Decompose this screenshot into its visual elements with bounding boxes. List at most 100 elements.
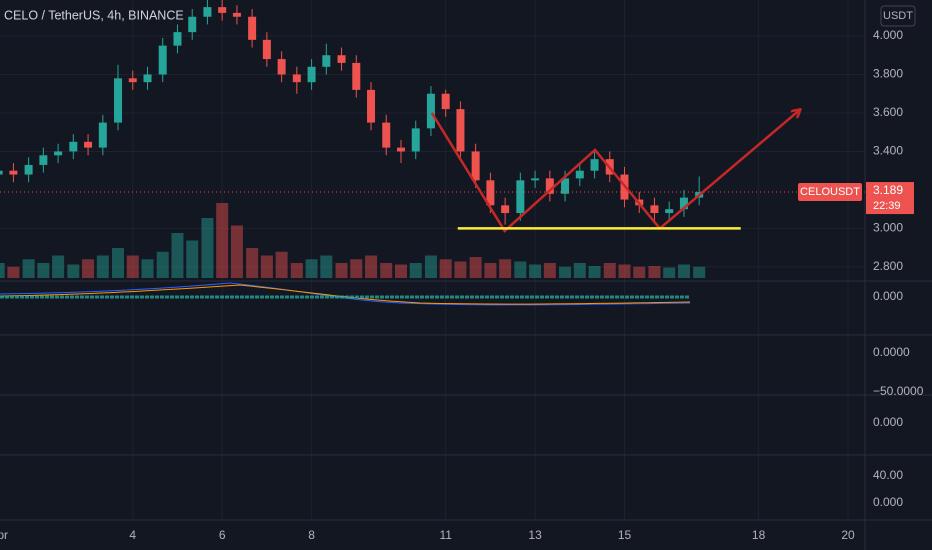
currency-badge[interactable] xyxy=(880,5,916,27)
chart-header: CELO / TetherUS, 4h, BINANCE xyxy=(4,8,184,22)
candle-body xyxy=(486,180,495,206)
candle-body xyxy=(411,128,420,152)
trend-drawing xyxy=(430,110,800,233)
candle-body xyxy=(24,164,33,175)
candle-body xyxy=(307,66,316,83)
volume-bar xyxy=(67,264,80,278)
volume-bar xyxy=(663,267,676,278)
macd-line xyxy=(0,282,691,306)
x-tick-label: 11 xyxy=(439,528,452,542)
volume-bar xyxy=(320,255,333,278)
currency-label: USDT xyxy=(883,10,913,22)
signal-line xyxy=(0,284,691,305)
candle-body xyxy=(98,122,107,148)
volume-bar xyxy=(305,259,318,278)
candle-body xyxy=(426,93,435,129)
last-price-label: 3.189 xyxy=(873,183,903,197)
candle-body xyxy=(561,178,570,194)
price-badge xyxy=(866,182,914,215)
volume-bar xyxy=(201,218,214,278)
volume-bar xyxy=(230,225,243,278)
candle-body xyxy=(679,197,688,210)
volume-bar xyxy=(216,203,229,278)
volume-bar xyxy=(365,255,378,278)
grid xyxy=(0,0,865,520)
x-tick-label: 8 xyxy=(308,528,315,542)
volume-bar xyxy=(543,263,556,278)
candle-body xyxy=(128,78,137,83)
x-tick-label: 15 xyxy=(618,528,632,542)
volume-bar xyxy=(380,263,393,278)
indicator-axis-label: 0.000 xyxy=(873,289,903,303)
candle-body xyxy=(501,205,510,214)
volume-bar xyxy=(394,264,407,278)
price-axis: 4.000 3.800 3.600 3.400 3.000 2.800 xyxy=(873,28,903,273)
volume-bar xyxy=(618,264,631,278)
volume-bar xyxy=(633,266,646,278)
volume-bar xyxy=(409,263,422,278)
price-pane xyxy=(0,0,865,278)
volume-bar xyxy=(677,264,690,278)
candle-body xyxy=(352,62,361,90)
candle-body xyxy=(158,45,167,75)
indicator-axis-label: 0.000 xyxy=(873,415,903,429)
volume-bar xyxy=(37,263,50,278)
indicator-axis-label: 40.00 xyxy=(873,468,903,482)
candle-body xyxy=(367,89,376,123)
candle-body xyxy=(39,155,48,165)
candle-body xyxy=(188,16,197,33)
volume-bar xyxy=(112,248,125,278)
volume-bar xyxy=(424,255,437,278)
volume-bar xyxy=(573,263,586,278)
candle-body xyxy=(0,170,3,175)
indicator-panes xyxy=(0,280,932,521)
y-tick-label: 3.800 xyxy=(873,67,903,81)
volume-bar xyxy=(335,263,348,278)
volume-bar xyxy=(156,251,169,278)
candle-body xyxy=(545,178,554,194)
volume-bar xyxy=(186,240,199,278)
x-tick-label: 4 xyxy=(129,528,136,542)
candle-body xyxy=(337,55,346,63)
volume-bar xyxy=(82,259,95,278)
volume-bar xyxy=(603,263,616,278)
candle-body xyxy=(262,39,271,60)
candle-body xyxy=(9,170,18,175)
candle-body xyxy=(173,32,182,46)
volume-bar xyxy=(529,264,542,278)
candle-body xyxy=(471,151,480,181)
volume-bar xyxy=(246,248,259,278)
candle-body xyxy=(382,122,391,148)
volume-bar xyxy=(469,257,482,278)
candle-body xyxy=(531,178,540,181)
x-tick-label: 6 xyxy=(219,528,226,542)
volume-bar xyxy=(484,263,497,278)
candle-body xyxy=(441,93,450,110)
x-tick-label: 13 xyxy=(528,528,542,542)
candle-body xyxy=(456,109,465,152)
y-tick-label: 3.600 xyxy=(873,105,903,119)
candle-body xyxy=(218,7,227,13)
volume-bar xyxy=(260,255,273,278)
candle-body xyxy=(396,147,405,152)
candle-body xyxy=(84,141,93,148)
x-tick-label: 18 xyxy=(752,528,766,542)
candle-body xyxy=(203,7,212,17)
volume-bar xyxy=(499,259,512,278)
volume-bar xyxy=(22,259,35,278)
indicator-axis-label: −50.0000 xyxy=(873,384,924,398)
y-tick-label: 3.400 xyxy=(873,144,903,158)
volume-bar xyxy=(588,266,601,278)
candle-body xyxy=(665,209,674,214)
candle-body xyxy=(54,151,63,156)
candle-body xyxy=(516,180,525,214)
volume-bar xyxy=(275,251,288,278)
y-tick-label: 2.800 xyxy=(873,259,903,273)
candle-body xyxy=(248,16,257,40)
candle-body xyxy=(143,74,152,83)
candle-body xyxy=(277,59,286,75)
volume-bar xyxy=(648,266,661,278)
candle-body xyxy=(322,55,331,67)
volume-bar xyxy=(559,266,572,278)
